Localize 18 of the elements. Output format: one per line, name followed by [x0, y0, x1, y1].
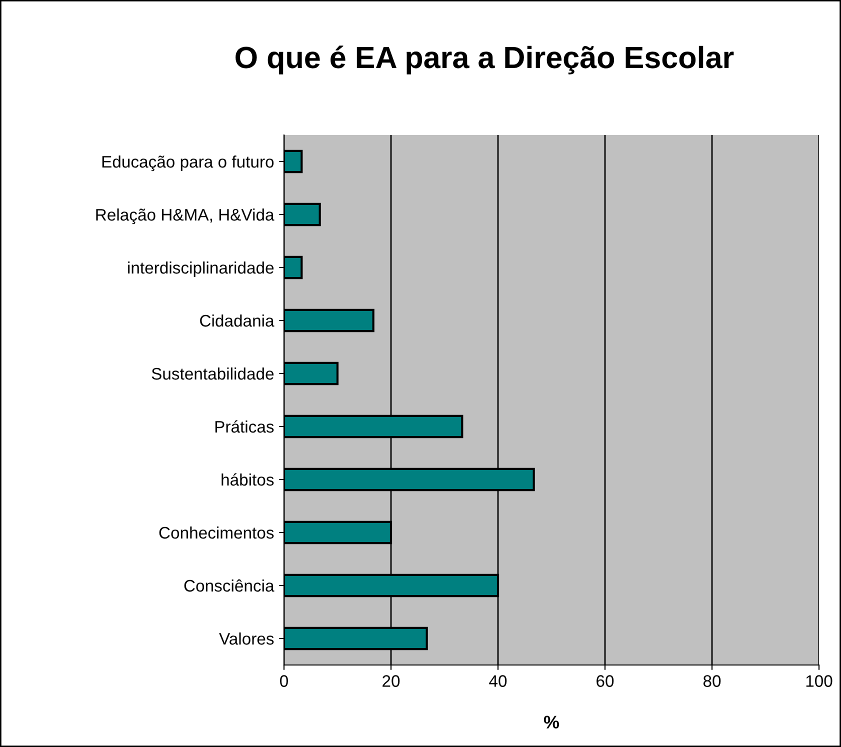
x-tick-label: 40 [489, 675, 507, 687]
x-tick-label: 20 [382, 675, 400, 687]
x-tick-label: 80 [703, 675, 721, 687]
y-tick-label: Consciência [184, 579, 274, 592]
y-tick-label: Cidadania [200, 314, 274, 327]
y-tick-label: Sustentabilidade [152, 367, 274, 380]
x-tick-label: 100 [806, 675, 832, 687]
chart-title: O que é EA para a Direção Escolar [236, 46, 734, 74]
y-tick-label: Conhecimentos [159, 526, 274, 539]
y-tick-label: Educação para o futuro [102, 155, 274, 172]
y-tick-label: interdisciplinaridade [128, 261, 274, 277]
x-tick-label: 0 [280, 675, 288, 687]
y-tick-label: Relação H&MA, H&Vida [96, 208, 274, 224]
y-tick-label: Práticas [215, 420, 274, 433]
y-tick-label: hábitos [222, 473, 274, 486]
y-tick-label: Valores [219, 632, 274, 645]
x-tick-label: 60 [596, 675, 614, 687]
x-axis-title: % [544, 716, 560, 728]
